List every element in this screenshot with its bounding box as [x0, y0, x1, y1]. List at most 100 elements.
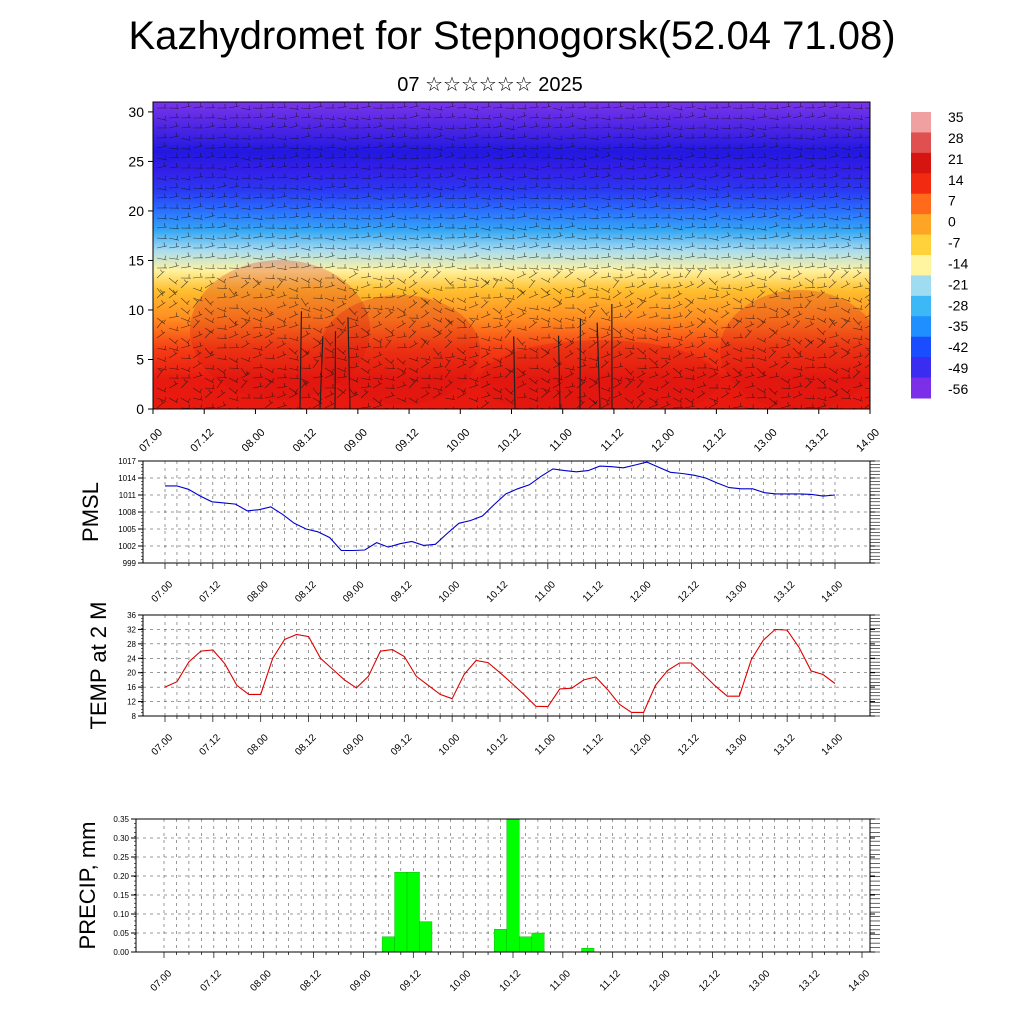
x-tick-label: 10.00 [437, 732, 463, 758]
colorbar-swatch [911, 112, 931, 133]
x-tick-label: 08.12 [291, 427, 319, 455]
precip-bar [519, 936, 532, 953]
precip-bar [394, 872, 408, 953]
x-tick-label: 12.12 [701, 427, 729, 455]
y-tick-label: 5 [136, 351, 144, 367]
x-tick-label: 08.12 [293, 732, 319, 758]
y-tick-label: 1008 [118, 508, 136, 517]
y-tick-label: 1005 [118, 525, 136, 534]
colorbar-swatch [911, 132, 931, 154]
x-tick-label: 09.00 [341, 732, 367, 758]
y-tick-label: 36 [127, 611, 136, 620]
x-tick-label: 12.12 [676, 732, 702, 758]
x-tick-label: 13.00 [724, 732, 750, 758]
x-tick-label: 11.00 [548, 968, 573, 993]
x-tick-label: 11.00 [533, 732, 558, 757]
colorbar-label: -42 [948, 339, 968, 355]
colorbar-label: 14 [948, 172, 964, 188]
y-tick-label: 0.20 [113, 872, 129, 881]
x-tick-label: 11.00 [533, 579, 558, 604]
x-tick-label: 09.12 [393, 427, 421, 455]
x-tick-label: 12.12 [697, 968, 723, 994]
colorbar-swatch [911, 152, 931, 174]
y-tick-label: 15 [128, 252, 144, 268]
precip-bar [494, 929, 507, 953]
y-tick-label: 24 [127, 654, 136, 663]
wind-barb-paths [156, 102, 870, 409]
x-tick-label: 10.12 [496, 427, 524, 455]
x-tick-label: 07.00 [137, 427, 165, 455]
pmsl-panel: 999 1002 1005 1008 1011 1014 1017 07.00 07.12 08.… [78, 457, 880, 605]
y-tick-label: 28 [127, 640, 136, 649]
warm-region [480, 340, 720, 409]
x-tick-label: 13.12 [803, 427, 831, 455]
x-tick-label: 12.00 [649, 427, 677, 455]
colorbar-label: -35 [948, 318, 968, 334]
wind-barbs [156, 102, 870, 409]
x-tick-label: 12.00 [647, 968, 673, 994]
precip-panel: 0.00 0.05 0.10 0.15 0.20 0.25 0.30 0.35 07.00 07.… [75, 815, 880, 994]
x-tick-label: 09.12 [389, 579, 415, 605]
y-axis-title: PRECIP, mm [75, 822, 100, 950]
surface-wind-streaks [299, 304, 613, 409]
x-tick-label: 08.12 [298, 968, 324, 994]
colorbar: 35 28 21 14 7 0 -7 -14 -21 -28 -35 -42 -49 -56 [911, 109, 968, 399]
x-tick-label: 09.12 [398, 968, 424, 994]
y-tick-label: 1011 [119, 491, 137, 500]
precip-bar [419, 921, 433, 953]
x-tick-label: 10.12 [485, 732, 511, 758]
x-tick-label: 10.00 [437, 579, 463, 605]
panel-frame [142, 614, 871, 717]
grid [143, 615, 870, 716]
colorbar-label: -56 [948, 381, 968, 397]
x-tick-label: 09.00 [348, 968, 374, 994]
colorbar-swatch [911, 336, 931, 358]
x-tick-label: 08.00 [240, 427, 268, 455]
warm-region [720, 290, 870, 409]
colorbar-swatch [911, 214, 931, 236]
y-tick-label: 999 [123, 559, 137, 568]
x-tick-label: 11.12 [599, 427, 626, 454]
y-tick-label: 0.00 [113, 948, 129, 957]
x-tick-label: 14.00 [854, 427, 882, 455]
colorbar-swatch [911, 193, 931, 215]
series-line [164, 628, 836, 713]
x-tick-label: 07.12 [198, 732, 224, 758]
x-tick-label: 08.00 [245, 732, 271, 758]
colorbar-label: 28 [948, 130, 964, 146]
colorbar-swatch [911, 234, 931, 256]
x-tick-label: 14.00 [820, 732, 846, 758]
x-tick-label: 14.00 [847, 968, 873, 994]
y-tick-label: 25 [128, 153, 144, 169]
precip-bar [531, 932, 545, 953]
y-tick-label: 0.15 [113, 891, 129, 900]
y-tick-label: 1014 [118, 474, 136, 483]
colorbar-label: -49 [948, 360, 968, 376]
x-tick-label: 10.00 [444, 427, 472, 455]
y-tick-label: 0.35 [113, 815, 129, 824]
heatmap-panel: 0 5 10 15 20 25 30 07.00 07.12 08.00 08.12 09.00 09.… [128, 101, 882, 455]
series-line [165, 461, 836, 552]
colorbar-label: -14 [948, 255, 968, 271]
colorbar-label: -21 [948, 276, 968, 292]
x-tick-label: 10.00 [448, 968, 474, 994]
x-tick-label: 07.12 [198, 579, 224, 605]
colorbar-swatch [911, 173, 931, 195]
colorbar-swatch [911, 377, 931, 399]
x-tick-label: 08.00 [248, 968, 274, 994]
x-tick-label: 13.12 [772, 579, 798, 605]
temp-panel: 8 12 16 20 24 28 32 36 07.00 07.12 08.00 08.12 09.00… [86, 602, 880, 758]
colorbar-label: 35 [948, 109, 964, 125]
y-tick-label: 32 [127, 625, 136, 634]
y-tick-label: 1002 [118, 542, 136, 551]
y-tick-label: 0.30 [113, 834, 129, 843]
x-tick-label: 11.12 [581, 732, 606, 757]
x-tick-label: 07.12 [199, 968, 225, 994]
x-tick-label: 08.00 [245, 579, 271, 605]
colorbar-label: -7 [948, 235, 961, 251]
colorbar-label: -28 [948, 297, 968, 313]
x-tick-label: 12.00 [628, 732, 654, 758]
x-tick-label: 09.00 [342, 427, 370, 455]
colorbar-swatch [911, 295, 931, 317]
